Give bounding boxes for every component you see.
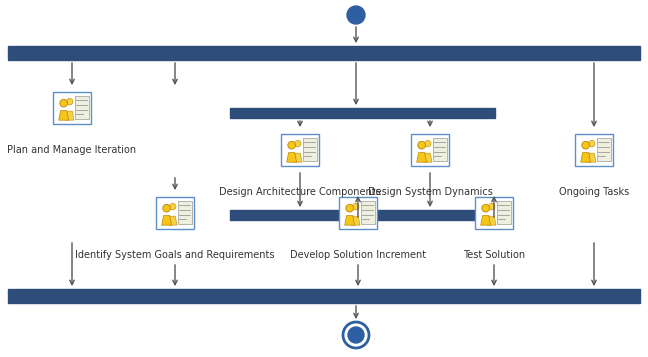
Bar (281, 134, 319, 166)
Bar (303, 138, 317, 161)
Circle shape (588, 140, 595, 147)
Circle shape (348, 327, 364, 343)
Bar (8, 289, 640, 303)
Bar (53, 92, 91, 124)
Bar (597, 138, 610, 161)
Polygon shape (588, 153, 596, 162)
Circle shape (170, 203, 176, 210)
Circle shape (67, 98, 73, 105)
Polygon shape (294, 153, 302, 162)
Bar (433, 138, 446, 161)
Bar (178, 201, 192, 224)
Polygon shape (481, 216, 491, 225)
Polygon shape (286, 152, 297, 162)
Bar (497, 201, 511, 224)
Bar (75, 96, 89, 119)
Polygon shape (424, 153, 432, 162)
Bar (361, 201, 375, 224)
Bar (411, 134, 449, 166)
Text: Develop Solution Increment: Develop Solution Increment (290, 250, 426, 260)
Circle shape (347, 6, 365, 24)
Circle shape (288, 141, 295, 149)
Bar (8, 46, 640, 60)
Circle shape (418, 141, 426, 149)
Polygon shape (487, 216, 496, 225)
Circle shape (294, 140, 301, 147)
Circle shape (424, 140, 431, 147)
Polygon shape (345, 216, 354, 225)
Text: Design System Dynamics: Design System Dynamics (367, 187, 492, 197)
Circle shape (60, 99, 67, 107)
Text: Design Architecture Components: Design Architecture Components (219, 187, 381, 197)
Bar (156, 197, 194, 229)
Bar (575, 134, 613, 166)
Polygon shape (59, 111, 69, 120)
Bar (339, 197, 377, 229)
Text: Ongoing Tasks: Ongoing Tasks (559, 187, 629, 197)
Polygon shape (65, 111, 74, 120)
Circle shape (353, 203, 359, 210)
Bar (230, 108, 495, 118)
Circle shape (582, 141, 590, 149)
Circle shape (343, 322, 369, 348)
Polygon shape (417, 152, 426, 162)
Bar (230, 210, 495, 220)
Bar (475, 197, 513, 229)
Text: Test Solution: Test Solution (463, 250, 525, 260)
Text: Plan and Manage Iteration: Plan and Manage Iteration (7, 145, 137, 155)
Polygon shape (162, 216, 172, 225)
Circle shape (163, 204, 170, 212)
Text: Identify System Goals and Requirements: Identify System Goals and Requirements (75, 250, 275, 260)
Circle shape (489, 203, 495, 210)
Polygon shape (581, 152, 590, 162)
Polygon shape (168, 216, 177, 225)
Polygon shape (351, 216, 360, 225)
Circle shape (346, 204, 353, 212)
Circle shape (482, 204, 489, 212)
